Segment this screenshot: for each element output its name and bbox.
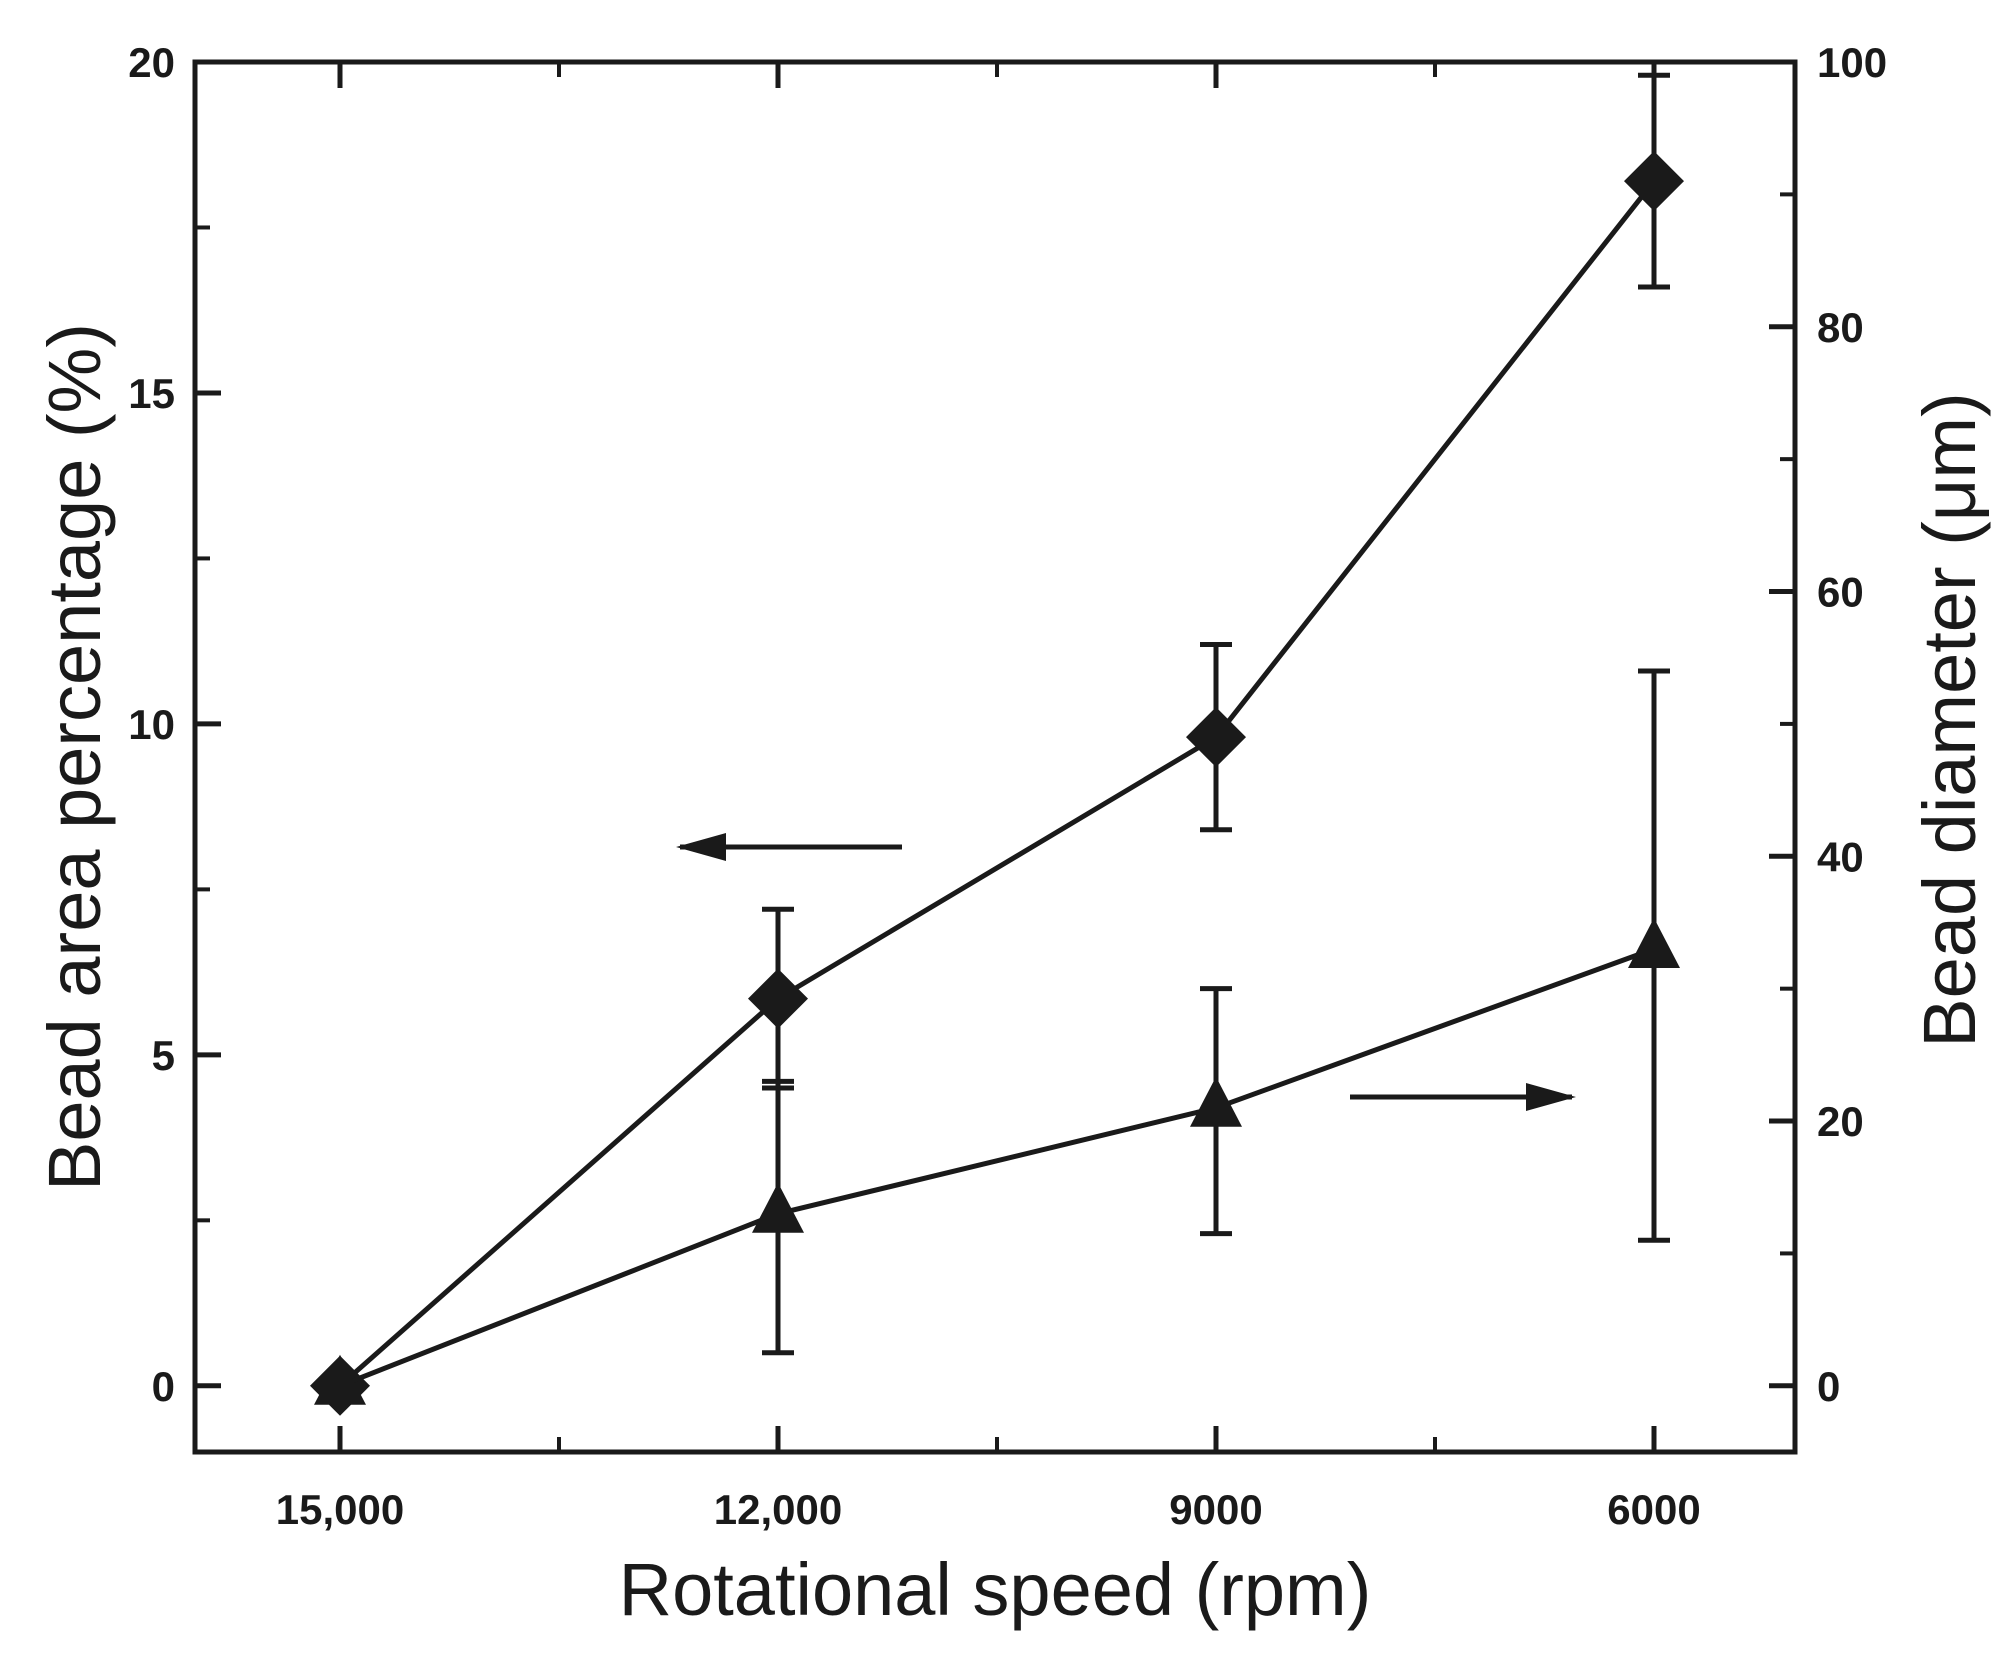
- x-tick-label: 15,000: [276, 1486, 404, 1533]
- left-y-tick-label: 10: [128, 701, 175, 748]
- left-y-tick-label: 0: [152, 1363, 175, 1410]
- series-layer: [310, 72, 1684, 1416]
- right-y-tick-label: 20: [1817, 1098, 1864, 1145]
- diamond-marker: [748, 968, 808, 1029]
- triangle-marker: [752, 1182, 804, 1233]
- series-line-diamond: [338, 179, 1656, 1388]
- x-axis-title: Rotational speed (rpm): [619, 1548, 1372, 1631]
- right-y-tick-label: 60: [1817, 569, 1864, 616]
- x-axis-ticks: [337, 62, 1657, 1452]
- left-y-axis-title: Bead area percentage (%): [33, 323, 116, 1191]
- left-y-tick-label: 15: [128, 370, 175, 417]
- left-y-tick-label: 20: [128, 39, 175, 86]
- diamond-marker: [1186, 707, 1246, 768]
- left-y-axis-ticks: [195, 59, 221, 1389]
- triangle-marker: [314, 1354, 366, 1405]
- annotation-arrows: [676, 833, 1576, 1111]
- left-y-tick-label: 5: [152, 1032, 175, 1079]
- right-y-tick-label: 40: [1817, 833, 1864, 880]
- x-tick-label: 9000: [1169, 1486, 1262, 1533]
- right-y-tick-label: 80: [1817, 304, 1864, 351]
- series-line-triangle: [339, 946, 1655, 1389]
- right-y-axis-tick-labels: 0 20 40 60 80 100: [1817, 39, 1887, 1410]
- triangle-marker: [1628, 917, 1680, 968]
- x-tick-label: 12,000: [714, 1486, 842, 1533]
- right-y-tick-label: 100: [1817, 39, 1887, 86]
- right-y-axis-ticks: [1769, 59, 1795, 1389]
- triangle-marker: [1190, 1076, 1242, 1127]
- x-tick-label: 6000: [1607, 1486, 1700, 1533]
- left-arrow-head: [676, 833, 726, 861]
- diamond-marker: [1624, 151, 1684, 212]
- plot-frame: [192, 59, 1798, 1455]
- right-y-axis-title: Bead diameter (μm): [1908, 392, 1991, 1047]
- right-y-tick-label: 0: [1817, 1363, 1840, 1410]
- right-arrow-head: [1526, 1083, 1576, 1111]
- left-y-axis-tick-labels: 0 5 10 15 20: [128, 39, 175, 1410]
- x-axis-tick-labels: 15,000 12,000 9000 6000: [276, 1486, 1701, 1533]
